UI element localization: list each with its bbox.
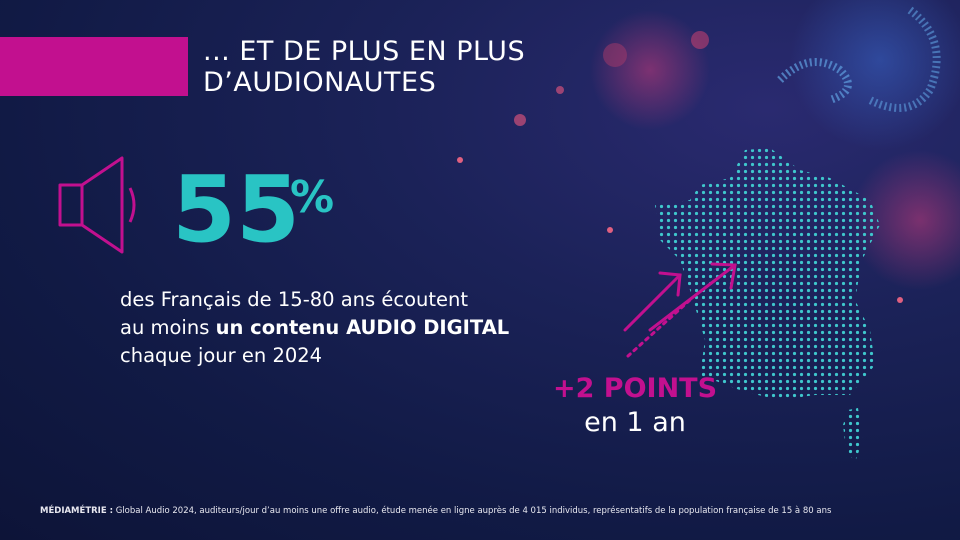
evolution-period: en 1 an bbox=[584, 407, 686, 438]
description-line: au moins un contenu AUDIO DIGITAL bbox=[120, 314, 509, 342]
description-text: au moins bbox=[120, 316, 216, 339]
evolution-value: +2 POINTS bbox=[552, 373, 718, 404]
title-accent bbox=[0, 37, 188, 96]
footnote-text: Global Audio 2024, auditeurs/jour d’au m… bbox=[113, 506, 832, 516]
title-line: ... ET DE PLUS EN PLUS bbox=[203, 36, 526, 67]
stat-number: 55 bbox=[172, 156, 301, 263]
footnote-source: MÉDIAMÉTRIE : bbox=[40, 506, 113, 516]
title: ... ET DE PLUS EN PLUS D’AUDIONAUTES bbox=[203, 36, 525, 98]
stat-unit: % bbox=[290, 172, 335, 223]
description: des Français de 15-80 ans écoutent au moi… bbox=[120, 286, 509, 370]
description-text: chaque jour en 2024 bbox=[120, 344, 323, 367]
description-emphasis: un contenu AUDIO DIGITAL bbox=[215, 316, 510, 339]
footnote: MÉDIAMÉTRIE : Global Audio 2024, auditeu… bbox=[40, 506, 831, 516]
description-line: des Français de 15-80 ans écoutent bbox=[120, 286, 509, 314]
title-line: D’AUDIONAUTES bbox=[203, 67, 437, 98]
evolution: +2 POINTS en 1 an bbox=[530, 372, 740, 440]
description-line: chaque jour en 2024 bbox=[120, 342, 509, 370]
description-text: des Français de 15-80 ans écoutent bbox=[120, 288, 469, 311]
